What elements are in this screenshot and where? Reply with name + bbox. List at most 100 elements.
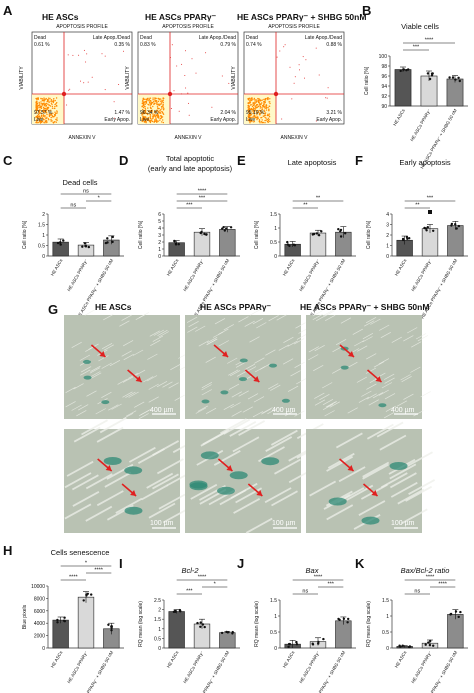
event-dot — [35, 117, 37, 119]
event-dot-sparse — [315, 47, 317, 49]
panel-label-e: E — [237, 153, 246, 168]
event-dot — [143, 110, 145, 112]
event-dot — [43, 97, 45, 99]
significance-label: **** — [438, 582, 447, 588]
event-dot — [248, 104, 250, 107]
data-point — [425, 229, 428, 232]
event-dot — [263, 103, 265, 106]
cell-streak — [365, 316, 377, 324]
data-point — [428, 643, 432, 647]
event-dot-sparse — [87, 81, 89, 83]
cell-streak — [156, 458, 184, 475]
event-dot — [40, 113, 43, 115]
cell-streak — [384, 373, 395, 380]
cell-streak — [326, 504, 354, 521]
event-dot — [153, 100, 155, 103]
event-dot — [255, 106, 257, 108]
cell-streak — [265, 349, 276, 356]
y-tick-label: 1.5 — [382, 598, 389, 604]
cell-streak — [108, 404, 119, 411]
event-dot — [269, 102, 271, 105]
event-dot — [264, 116, 266, 119]
event-dot — [45, 120, 48, 122]
data-point — [315, 232, 318, 235]
data-point — [408, 645, 411, 649]
event-dot — [149, 113, 151, 115]
quad-live-value: 96.34 % — [140, 110, 159, 116]
event-dot — [252, 104, 255, 107]
event-dot — [157, 110, 160, 113]
event-dot — [141, 120, 143, 123]
event-dot-sparse — [294, 76, 296, 78]
cell-streak — [64, 503, 92, 520]
event-dot-sparse — [228, 82, 230, 84]
data-point — [317, 642, 320, 645]
event-dot — [264, 122, 266, 124]
header-g-ppar: HE ASCs PPARγ⁻ — [200, 302, 272, 312]
cell-streak — [79, 354, 91, 361]
event-dot — [152, 102, 154, 104]
event-dot — [143, 98, 146, 101]
event-dot — [258, 111, 260, 113]
event-dot — [141, 105, 143, 108]
data-point — [84, 245, 88, 248]
cell-streak — [188, 320, 199, 328]
y-tick-label: 90 — [381, 104, 387, 110]
event-dot-sparse — [187, 92, 189, 94]
event-dot — [264, 110, 266, 113]
y-axis-title: RQ mean (log scale) — [366, 601, 372, 647]
event-dot — [248, 99, 250, 101]
cell-streak — [223, 324, 234, 331]
y-tick-label: 0 — [158, 646, 161, 652]
cell-streak — [325, 401, 336, 408]
cell-streak — [267, 407, 278, 415]
event-dot — [35, 97, 37, 100]
y-tick-label: 0 — [274, 254, 277, 260]
y-tick-label: 8000 — [34, 596, 45, 602]
y-tick-label: 6000 — [34, 609, 45, 615]
event-dot — [249, 99, 251, 102]
cell-streak — [335, 432, 363, 449]
event-dot — [253, 97, 256, 100]
y-axis-label: VIABILITY — [231, 66, 237, 90]
data-point — [81, 245, 84, 248]
cell-streak — [332, 345, 343, 353]
event-dot — [148, 99, 150, 101]
bar — [309, 232, 327, 257]
x-tick-label: HE ASCs PPARγ⁻ — [410, 649, 433, 684]
event-dot — [54, 121, 56, 123]
data-point — [405, 235, 409, 239]
data-point — [62, 239, 65, 242]
event-dot — [53, 107, 55, 110]
cell-streak — [362, 336, 373, 343]
cell-streak — [396, 400, 408, 407]
bar — [394, 69, 412, 107]
cell-streak — [370, 318, 381, 325]
y-tick-label: 3 — [158, 233, 161, 239]
event-dot-sparse — [304, 77, 305, 79]
red-arrow-head — [253, 376, 260, 382]
event-dot — [147, 103, 149, 106]
significance-label: *** — [327, 582, 334, 588]
cell-streak — [117, 378, 128, 385]
chart-c: 0 0.5 1 1.5 2 Cell ratio [%] HE ASCs HE ASCs PP… — [22, 189, 124, 320]
event-dot — [247, 118, 249, 120]
event-dot — [149, 117, 152, 120]
event-dot — [258, 102, 260, 104]
cell-streak — [293, 338, 305, 345]
data-point — [56, 241, 60, 245]
event-dot — [42, 111, 45, 113]
event-dot — [147, 118, 149, 120]
event-dot-sparse — [305, 59, 307, 61]
cell-streak — [134, 401, 145, 408]
event-dot — [159, 119, 161, 121]
gate-center-marker — [273, 91, 279, 97]
blue-stain — [217, 486, 235, 495]
event-dot — [147, 107, 149, 109]
event-dot — [37, 121, 39, 124]
cell-streak — [148, 383, 159, 390]
header-a-he-ascs: HE ASCs — [42, 12, 79, 22]
event-dot — [250, 98, 252, 100]
cell-streak — [335, 338, 347, 346]
